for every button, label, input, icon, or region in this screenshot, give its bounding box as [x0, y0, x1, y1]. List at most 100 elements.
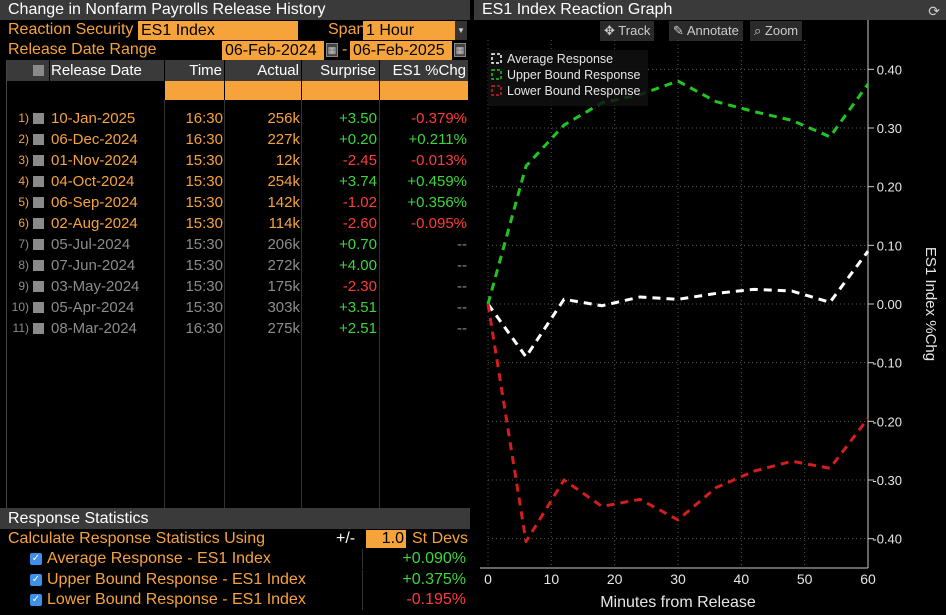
table-row[interactable]: 4) 04-Oct-2024 15:30 254k +3.74 +0.459% [7, 171, 469, 192]
stats-pm-label: +/- [336, 530, 356, 547]
y-tick-label: 0.20 [877, 180, 902, 195]
actual-value: 142k [267, 194, 300, 211]
x-tick-label: 20 [607, 571, 623, 587]
filter-time[interactable] [165, 81, 225, 100]
x-tick-label: 50 [797, 571, 813, 587]
col-release-date[interactable]: Release Date [50, 60, 165, 81]
stats-calc-label: Calculate Response Statistics Using [8, 530, 266, 547]
zoom-button[interactable]: ⌕ Zoom [750, 21, 803, 41]
release-time: 15:30 [185, 152, 223, 169]
table-row[interactable]: 3) 01-Nov-2024 15:30 12k -2.45 -0.013% [7, 150, 469, 171]
row-checkbox[interactable] [33, 239, 44, 250]
col-actual[interactable]: Actual [225, 60, 302, 81]
row-checkbox[interactable] [33, 176, 44, 187]
table-row[interactable]: 8) 07-Jun-2024 15:30 272k +4.00 -- [7, 255, 469, 276]
legend-entry[interactable]: Lower Bound Response [507, 84, 640, 98]
row-checkbox[interactable] [33, 281, 44, 292]
row-checkbox[interactable] [33, 323, 44, 334]
table-row[interactable]: 2) 06-Dec-2024 16:30 227k +0.20 +0.211% [7, 129, 469, 150]
surprise-value: -2.60 [342, 215, 377, 232]
header-select-all[interactable] [7, 60, 50, 81]
y-tick-label: -0.10 [872, 356, 902, 371]
stats-item-checkbox[interactable]: ✓ [30, 594, 42, 606]
surprise-value: +3.74 [339, 173, 377, 190]
select-all-checkbox[interactable] [33, 65, 44, 76]
es1-chg-value: +0.356% [407, 194, 467, 211]
stdev-label: St Devs [412, 530, 469, 547]
filter-surprise[interactable] [302, 81, 380, 100]
release-date: 05-Jul-2024 [51, 236, 131, 253]
surprise-value: +0.20 [339, 131, 377, 148]
stats-title: Response Statistics [0, 508, 470, 529]
stdev-input[interactable]: 1.0 [366, 530, 406, 548]
release-time: 16:30 [185, 110, 223, 127]
actual-value: 275k [267, 320, 300, 337]
date-from-input[interactable]: 06-Feb-2024 [222, 41, 324, 60]
track-button[interactable]: ✥ Track [600, 21, 655, 41]
row-checkbox[interactable] [33, 113, 44, 124]
table-row[interactable]: 9) 03-May-2024 15:30 175k -2.30 -- [7, 276, 469, 297]
col-time[interactable]: Time [165, 60, 225, 81]
es1-chg-value: -- [457, 320, 467, 337]
surprise-value: +4.00 [339, 257, 377, 274]
table-row[interactable]: 6) 02-Aug-2024 15:30 114k -2.60 -0.095% [7, 213, 469, 234]
table-row[interactable]: 1) 10-Jan-2025 16:30 256k +3.50 -0.379% [7, 108, 469, 129]
calendar-icon[interactable]: ▦ [454, 43, 466, 57]
x-tick-label: 60 [860, 571, 876, 587]
table-row[interactable]: 11) 08-Mar-2024 16:30 275k +2.51 -- [7, 318, 469, 339]
legend-swatch [491, 85, 502, 96]
filter-actual[interactable] [225, 81, 302, 100]
y-tick-label: -0.30 [872, 473, 902, 488]
stats-item-value: -0.195% [362, 590, 468, 610]
date-range-separator: - [342, 41, 348, 58]
table-row[interactable]: 5) 06-Sep-2024 15:30 142k -1.02 +0.356% [7, 192, 469, 213]
calendar-icon[interactable]: ▦ [326, 43, 338, 57]
release-date: 06-Dec-2024 [51, 131, 138, 148]
es1-chg-value: -0.095% [411, 215, 467, 232]
row-checkbox[interactable] [33, 155, 44, 166]
col-es1-chg[interactable]: ES1 %Chg [380, 60, 469, 81]
stats-item[interactable]: ✓ Upper Bound Response - ES1 Index +0.375% [6, 569, 468, 590]
col-surprise[interactable]: Surprise [302, 60, 380, 81]
surprise-value: +3.51 [339, 299, 377, 316]
panel-title: Change in Nonfarm Payrolls Release Histo… [0, 0, 470, 20]
x-tick-label: 0 [484, 571, 492, 587]
legend-entry[interactable]: Average Response [507, 52, 613, 66]
column-divider [164, 100, 165, 508]
table-row[interactable]: 7) 05-Jul-2024 15:30 206k +0.70 -- [7, 234, 469, 255]
span-dropdown-icon[interactable]: ▼ [455, 21, 467, 40]
surprise-value: -2.45 [342, 152, 377, 169]
refresh-icon[interactable]: ⟳ [928, 3, 940, 19]
reaction-security-input[interactable]: ES1 Index [138, 21, 298, 40]
row-checkbox[interactable] [33, 134, 44, 145]
legend-entry[interactable]: Upper Bound Response [507, 68, 640, 82]
magnifier-icon: ⌕ [754, 23, 762, 38]
row-number: 4) [18, 174, 29, 188]
row-number: 2) [18, 132, 29, 146]
row-checkbox[interactable] [33, 197, 44, 208]
stats-item[interactable]: ✓ Average Response - ES1 Index +0.090% [6, 549, 468, 569]
legend-swatch [491, 69, 502, 80]
stats-item[interactable]: ✓ Lower Bound Response - ES1 Index -0.195% [6, 590, 468, 610]
span-select[interactable]: 1 Hour [363, 21, 455, 40]
release-time: 16:30 [185, 131, 223, 148]
filter-es1-chg[interactable] [380, 81, 469, 100]
date-to-input[interactable]: 06-Feb-2025 [350, 41, 452, 60]
stats-item-checkbox[interactable]: ✓ [30, 573, 42, 586]
table-row[interactable]: 10) 05-Apr-2024 15:30 303k +3.51 -- [7, 297, 469, 318]
stats-item-label: Average Response - ES1 Index [47, 550, 271, 567]
row-checkbox[interactable] [33, 260, 44, 271]
row-number: 6) [18, 216, 29, 230]
release-date: 04-Oct-2024 [51, 173, 135, 190]
release-date: 01-Nov-2024 [51, 152, 138, 169]
stats-item-checkbox[interactable]: ✓ [30, 553, 42, 565]
x-tick-label: 30 [670, 571, 686, 587]
column-divider [301, 100, 302, 508]
reaction-chart[interactable]: 0 10 20 30 40 50 60 0.40 0.30 0.20 0.10 0.00 -0.10 -0… [474, 20, 946, 615]
span-label: Span [328, 21, 366, 38]
chart-legend [488, 50, 648, 106]
annotate-button[interactable]: ✎ Annotate [669, 21, 743, 41]
es1-chg-value: -0.379% [411, 110, 467, 127]
row-checkbox[interactable] [33, 218, 44, 229]
row-checkbox[interactable] [33, 302, 44, 313]
